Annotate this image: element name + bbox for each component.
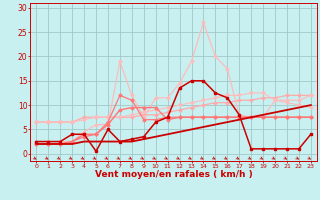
X-axis label: Vent moyen/en rafales ( km/h ): Vent moyen/en rafales ( km/h ) <box>95 170 252 179</box>
